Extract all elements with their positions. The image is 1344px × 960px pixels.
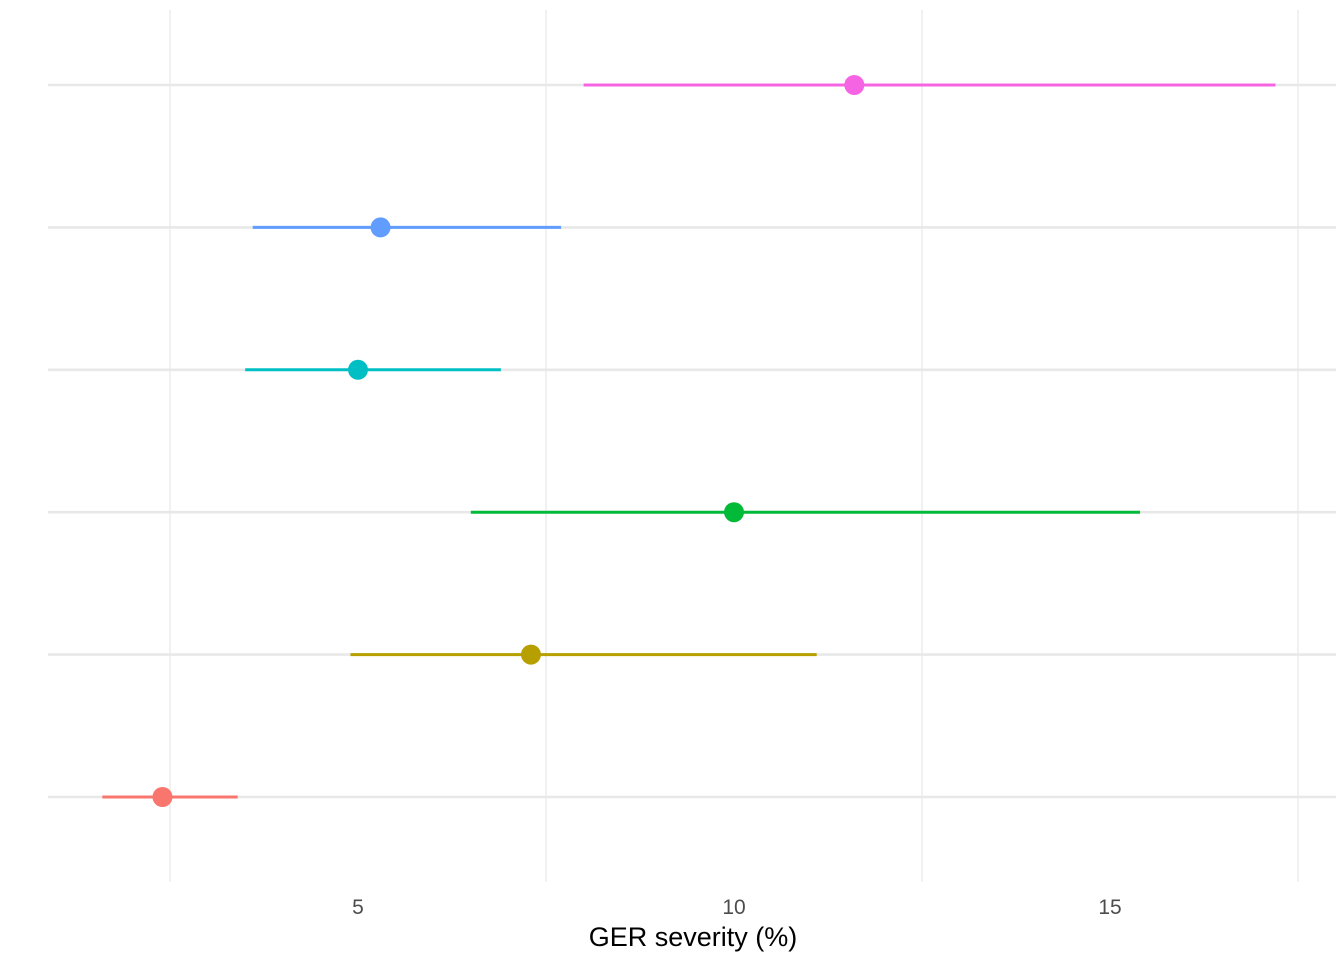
x-axis-title: GER severity (%): [589, 922, 798, 952]
minor-gridlines: [169, 10, 1299, 882]
x-tick-labels: 5 10 15: [352, 896, 1122, 919]
x-tick-label: 15: [1098, 896, 1121, 919]
point-estimate: [520, 644, 541, 665]
point-estimate: [724, 502, 744, 523]
point-estimate: [152, 787, 173, 807]
point-estimate: [370, 217, 391, 238]
chart-marks: [102, 75, 1276, 807]
x-tick-label: 10: [722, 896, 745, 919]
major-gridlines: [48, 83, 1336, 799]
x-tick-label: 5: [352, 896, 364, 919]
point-estimate: [348, 359, 368, 380]
point-estimate: [844, 75, 865, 95]
